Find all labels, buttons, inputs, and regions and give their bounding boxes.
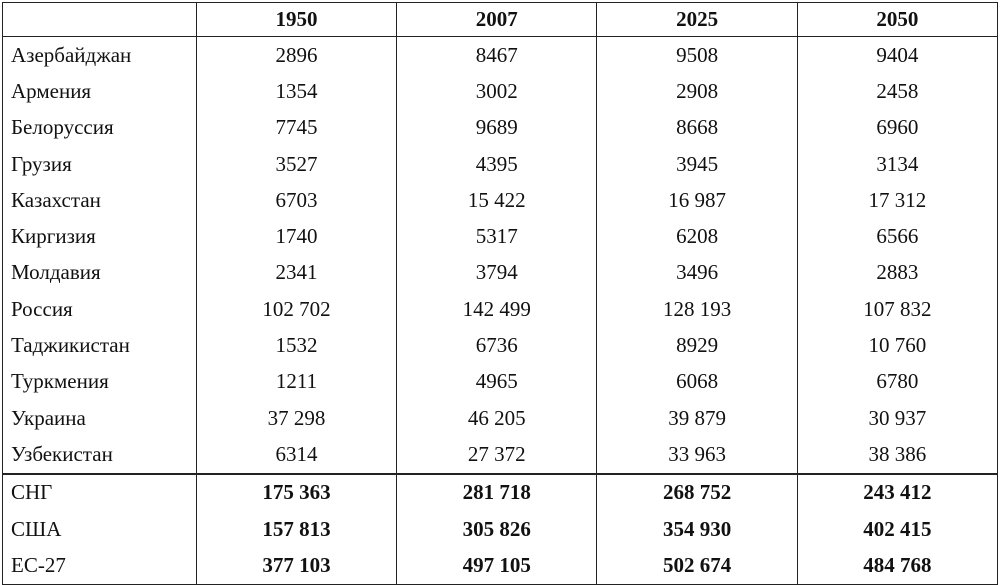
value-cell: 2458 [796,73,999,110]
value-cell: 502 674 [596,547,798,585]
value-cell: 305 826 [396,511,598,548]
value-cell: 3945 [596,145,798,183]
table-row: США 157 813 305 826 354 930 402 415 [2,511,999,548]
country-name-cell: ЕС-27 [2,547,197,585]
value-cell: 6208 [596,218,798,255]
country-name-cell: Молдавия [2,254,197,292]
value-cell: 6960 [796,109,999,146]
value-cell: 37 298 [195,399,398,437]
value-cell: 15 422 [396,182,598,219]
value-cell: 175 363 [195,472,398,512]
value-cell: 9689 [396,109,598,146]
country-name-cell: США [2,511,197,548]
table-row: Туркмения 1211 4965 6068 6780 [2,363,999,400]
table-row: Украина 37 298 46 205 39 879 30 937 [2,399,999,437]
value-cell: 2908 [596,73,798,110]
value-cell: 9508 [596,36,798,74]
value-cell: 107 832 [796,291,999,328]
country-name-cell: Азербайджан [2,36,197,74]
value-cell: 1532 [195,327,398,364]
table-row: Казахстан 6703 15 422 16 987 17 312 [2,182,999,219]
value-cell: 4395 [396,145,598,183]
value-cell: 8929 [596,327,798,364]
value-cell: 484 768 [796,547,999,585]
table-row: Таджикистан 1532 6736 8929 10 760 [2,327,999,364]
value-cell: 128 193 [596,291,798,328]
value-cell: 6736 [396,327,598,364]
country-name-cell: Россия [2,291,197,328]
value-cell: 17 312 [796,182,999,219]
table-row: ЕС-27 377 103 497 105 502 674 484 768 [2,547,999,585]
value-cell: 9404 [796,36,999,74]
value-cell: 3794 [396,254,598,292]
value-cell: 1211 [195,363,398,400]
value-cell: 2341 [195,254,398,292]
year-header: 2025 [596,2,798,37]
table-row: Белоруссия 7745 9689 8668 6960 [2,109,999,146]
value-cell: 38 386 [796,436,999,474]
value-cell: 3496 [596,254,798,292]
value-cell: 30 937 [796,399,999,437]
table-row: СНГ 175 363 281 718 268 752 243 412 [2,472,999,512]
year-header: 1950 [195,2,398,37]
value-cell: 142 499 [396,291,598,328]
value-cell: 46 205 [396,399,598,437]
value-cell: 402 415 [796,511,999,548]
table-row: Армения 1354 3002 2908 2458 [2,73,999,110]
value-cell: 7745 [195,109,398,146]
value-cell: 6780 [796,363,999,400]
country-name-cell: Узбекистан [2,436,197,474]
value-cell: 1354 [195,73,398,110]
value-cell: 157 813 [195,511,398,548]
value-cell: 5317 [396,218,598,255]
value-cell: 10 760 [796,327,999,364]
value-cell: 6068 [596,363,798,400]
country-name-cell: Туркмения [2,363,197,400]
value-cell: 1740 [195,218,398,255]
value-cell: 6703 [195,182,398,219]
value-cell: 2896 [195,36,398,74]
value-cell: 8467 [396,36,598,74]
header-row: 1950 2007 2025 2050 [2,2,999,37]
value-cell: 243 412 [796,472,999,512]
table-row: Грузия 3527 4395 3945 3134 [2,145,999,183]
value-cell: 377 103 [195,547,398,585]
value-cell: 3002 [396,73,598,110]
value-cell: 3134 [796,145,999,183]
country-name-cell: Белоруссия [2,109,197,146]
year-header: 2050 [796,2,999,37]
value-cell: 3527 [195,145,398,183]
country-name-cell: Киргизия [2,218,197,255]
value-cell: 27 372 [396,436,598,474]
corner-cell [2,2,197,37]
value-cell: 33 963 [596,436,798,474]
country-name-cell: Казахстан [2,182,197,219]
table-row: Узбекистан 6314 27 372 33 963 38 386 [2,436,999,474]
year-header: 2007 [396,2,598,37]
table-row: Россия 102 702 142 499 128 193 107 832 [2,291,999,328]
country-name-cell: СНГ [2,472,197,512]
value-cell: 16 987 [596,182,798,219]
table-body: Азербайджан 2896 8467 9508 9404 Армения 1354 30… [2,36,999,585]
value-cell: 102 702 [195,291,398,328]
value-cell: 497 105 [396,547,598,585]
country-name-cell: Украина [2,399,197,437]
value-cell: 6566 [796,218,999,255]
value-cell: 6314 [195,436,398,474]
value-cell: 4965 [396,363,598,400]
value-cell: 354 930 [596,511,798,548]
country-name-cell: Грузия [2,145,197,183]
value-cell: 268 752 [596,472,798,512]
country-name-cell: Армения [2,73,197,110]
value-cell: 39 879 [596,399,798,437]
table-row: Киргизия 1740 5317 6208 6566 [2,218,999,255]
table-row: Азербайджан 2896 8467 9508 9404 [2,36,999,74]
country-name-cell: Таджикистан [2,327,197,364]
value-cell: 2883 [796,254,999,292]
value-cell: 8668 [596,109,798,146]
table-row: Молдавия 2341 3794 3496 2883 [2,254,999,292]
value-cell: 281 718 [396,472,598,512]
